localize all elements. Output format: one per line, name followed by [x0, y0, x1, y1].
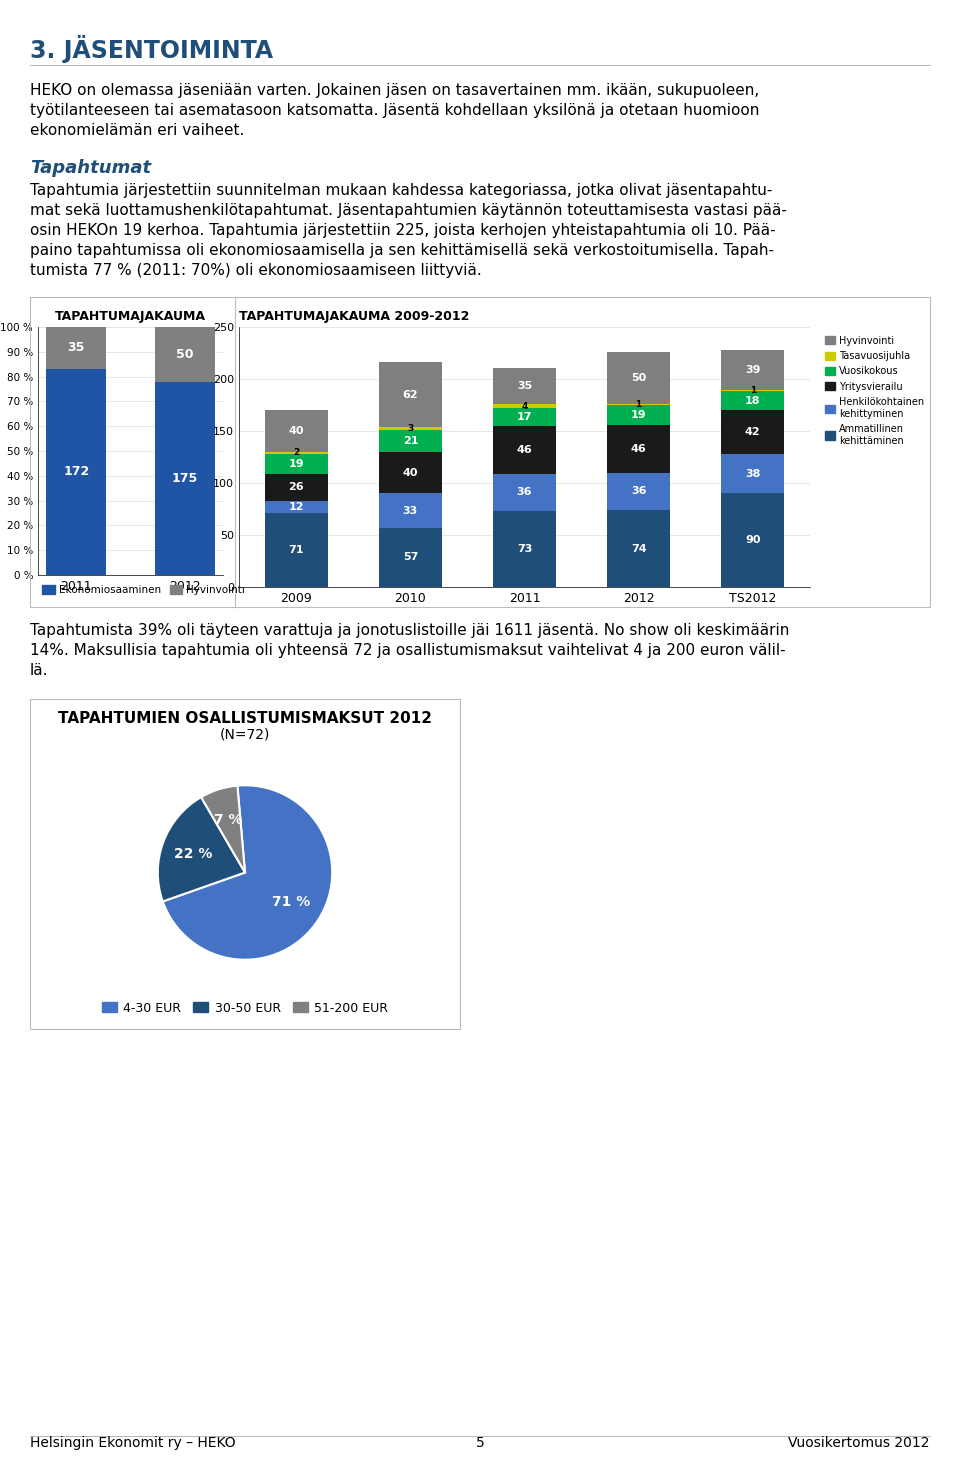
Text: 33: 33 [403, 506, 418, 515]
Bar [608, 511, 670, 588]
Text: HEKO on olemassa jäseniään varten. Jokainen jäsen on tasavertainen mm. ikään, su: HEKO on olemassa jäseniään varten. Jokai… [30, 83, 759, 98]
Legend: Hyvinvointi, Tasavuosijuhla, Vuosikokous, Yritysvierailu, Henkilökohtainen
kehit: Hyvinvointi, Tasavuosijuhla, Vuosikokous… [821, 332, 928, 450]
Bar [608, 352, 670, 404]
Text: 90: 90 [745, 536, 760, 545]
Bar [493, 426, 556, 474]
Text: Tapahtumia järjestettiin suunnitelman mukaan kahdessa kategoriassa, jotka olivat: Tapahtumia järjestettiin suunnitelman mu… [30, 184, 773, 198]
Bar [493, 511, 556, 588]
Title: TAPAHTUMAJAKAUMA: TAPAHTUMAJAKAUMA [55, 309, 206, 323]
Bar [721, 410, 784, 454]
Text: 50: 50 [631, 373, 646, 383]
Text: lä.: lä. [30, 663, 49, 678]
Text: 73: 73 [516, 545, 532, 554]
Bar [493, 408, 556, 426]
Text: 71: 71 [289, 545, 304, 555]
Bar [379, 493, 442, 528]
Bar [265, 410, 327, 451]
Bar [265, 514, 327, 588]
Text: 46: 46 [516, 444, 533, 454]
Text: Helsingin Ekonomit ry – HEKO: Helsingin Ekonomit ry – HEKO [30, 1436, 235, 1450]
Text: paino tapahtumissa oli ekonomiosaamisella ja sen kehittämisellä sekä verkostoitu: paino tapahtumissa oli ekonomiosaamisell… [30, 243, 774, 258]
Bar [379, 431, 442, 451]
Text: Tapahtumista 39% oli täyteen varattuja ja jonotuslistoille jäi 1611 jäsentä. No : Tapahtumista 39% oli täyteen varattuja j… [30, 623, 789, 638]
Text: 46: 46 [631, 444, 646, 454]
Text: 175: 175 [172, 472, 198, 485]
Text: 38: 38 [745, 469, 760, 478]
Text: 26: 26 [289, 482, 304, 493]
Bar [379, 528, 442, 588]
Text: 5: 5 [475, 1436, 485, 1450]
Text: työtilanteeseen tai asematasoon katsomatta. Jäsentä kohdellaan yksilönä ja oteta: työtilanteeseen tai asematasoon katsomat… [30, 104, 759, 118]
Text: 36: 36 [631, 487, 646, 496]
Bar [265, 454, 327, 474]
Text: 1: 1 [636, 400, 641, 408]
Text: 18: 18 [745, 395, 760, 406]
Text: osin HEKOn 19 kerhoa. Tapahtumia järjestettiin 225, joista kerhojen yhteistapaht: osin HEKOn 19 kerhoa. Tapahtumia järjest… [30, 223, 776, 238]
Text: 71 %: 71 % [272, 895, 310, 909]
Text: 19: 19 [289, 459, 304, 469]
Bar [608, 425, 670, 472]
Bar [493, 404, 556, 408]
Text: ekonomielämän eri vaiheet.: ekonomielämän eri vaiheet. [30, 123, 245, 138]
Legend: 4-30 EUR, 30-50 EUR, 51-200 EUR: 4-30 EUR, 30-50 EUR, 51-200 EUR [97, 996, 394, 1020]
Text: 12: 12 [289, 502, 304, 512]
Text: TAPAHTUMIEN OSALLISTUMISMAKSUT 2012: TAPAHTUMIEN OSALLISTUMISMAKSUT 2012 [58, 710, 432, 727]
Bar [46, 327, 107, 369]
Bar [379, 451, 442, 493]
Bar [721, 454, 784, 493]
Text: TAPAHTUMAJAKAUMA 2009-2012: TAPAHTUMAJAKAUMA 2009-2012 [239, 309, 469, 323]
Legend: Ekonomiosaaminen, Hyvinvointi: Ekonomiosaaminen, Hyvinvointi [38, 580, 250, 599]
Bar [608, 406, 670, 425]
Text: 14%. Maksullisia tapahtumia oli yhteensä 72 ja osallistumismaksut vaihtelivat 4 : 14%. Maksullisia tapahtumia oli yhteensä… [30, 642, 785, 659]
Bar [721, 349, 784, 391]
Bar [265, 451, 327, 454]
Text: Vuosikertomus 2012: Vuosikertomus 2012 [788, 1436, 930, 1450]
Text: 35: 35 [516, 380, 532, 391]
Bar [155, 327, 215, 382]
Text: 36: 36 [516, 487, 532, 497]
Text: 40: 40 [402, 468, 419, 478]
Text: 22 %: 22 % [174, 847, 212, 860]
Text: 62: 62 [402, 389, 419, 400]
Bar [493, 474, 556, 511]
Text: 1: 1 [750, 386, 756, 395]
Text: 57: 57 [403, 552, 419, 562]
Text: tumista 77 % (2011: 70%) oli ekonomiosaamiseen liittyviä.: tumista 77 % (2011: 70%) oli ekonomiosaa… [30, 263, 482, 278]
Text: 19: 19 [631, 410, 646, 420]
Bar [265, 500, 327, 514]
Text: 50: 50 [176, 348, 194, 361]
Bar [379, 363, 442, 426]
Bar [721, 392, 784, 410]
Text: mat sekä luottamushenkilötapahtumat. Jäsentapahtumien käytännön toteuttamisesta : mat sekä luottamushenkilötapahtumat. Jäs… [30, 203, 787, 218]
Wedge shape [163, 786, 332, 959]
Bar [155, 382, 215, 576]
Text: 21: 21 [402, 437, 419, 445]
Wedge shape [157, 798, 245, 901]
Wedge shape [202, 786, 245, 873]
Bar [46, 369, 107, 576]
Bar [493, 367, 556, 404]
Text: 17: 17 [516, 411, 532, 422]
Text: 2: 2 [293, 448, 300, 457]
Text: 74: 74 [631, 543, 646, 554]
Text: 3. JÄSENTOIMINTA: 3. JÄSENTOIMINTA [30, 36, 274, 64]
Text: 42: 42 [745, 428, 760, 437]
Text: 35: 35 [67, 342, 84, 355]
Bar [265, 474, 327, 500]
Bar [379, 426, 442, 431]
Text: 3: 3 [407, 423, 414, 432]
Text: 7 %: 7 % [214, 813, 243, 827]
Text: Tapahtumat: Tapahtumat [30, 158, 151, 178]
Bar [608, 472, 670, 511]
Text: 172: 172 [63, 466, 89, 478]
Text: 39: 39 [745, 366, 760, 374]
Text: 4: 4 [521, 401, 528, 410]
Text: (N=72): (N=72) [220, 727, 270, 741]
Text: 40: 40 [289, 426, 304, 437]
Bar [721, 493, 784, 588]
